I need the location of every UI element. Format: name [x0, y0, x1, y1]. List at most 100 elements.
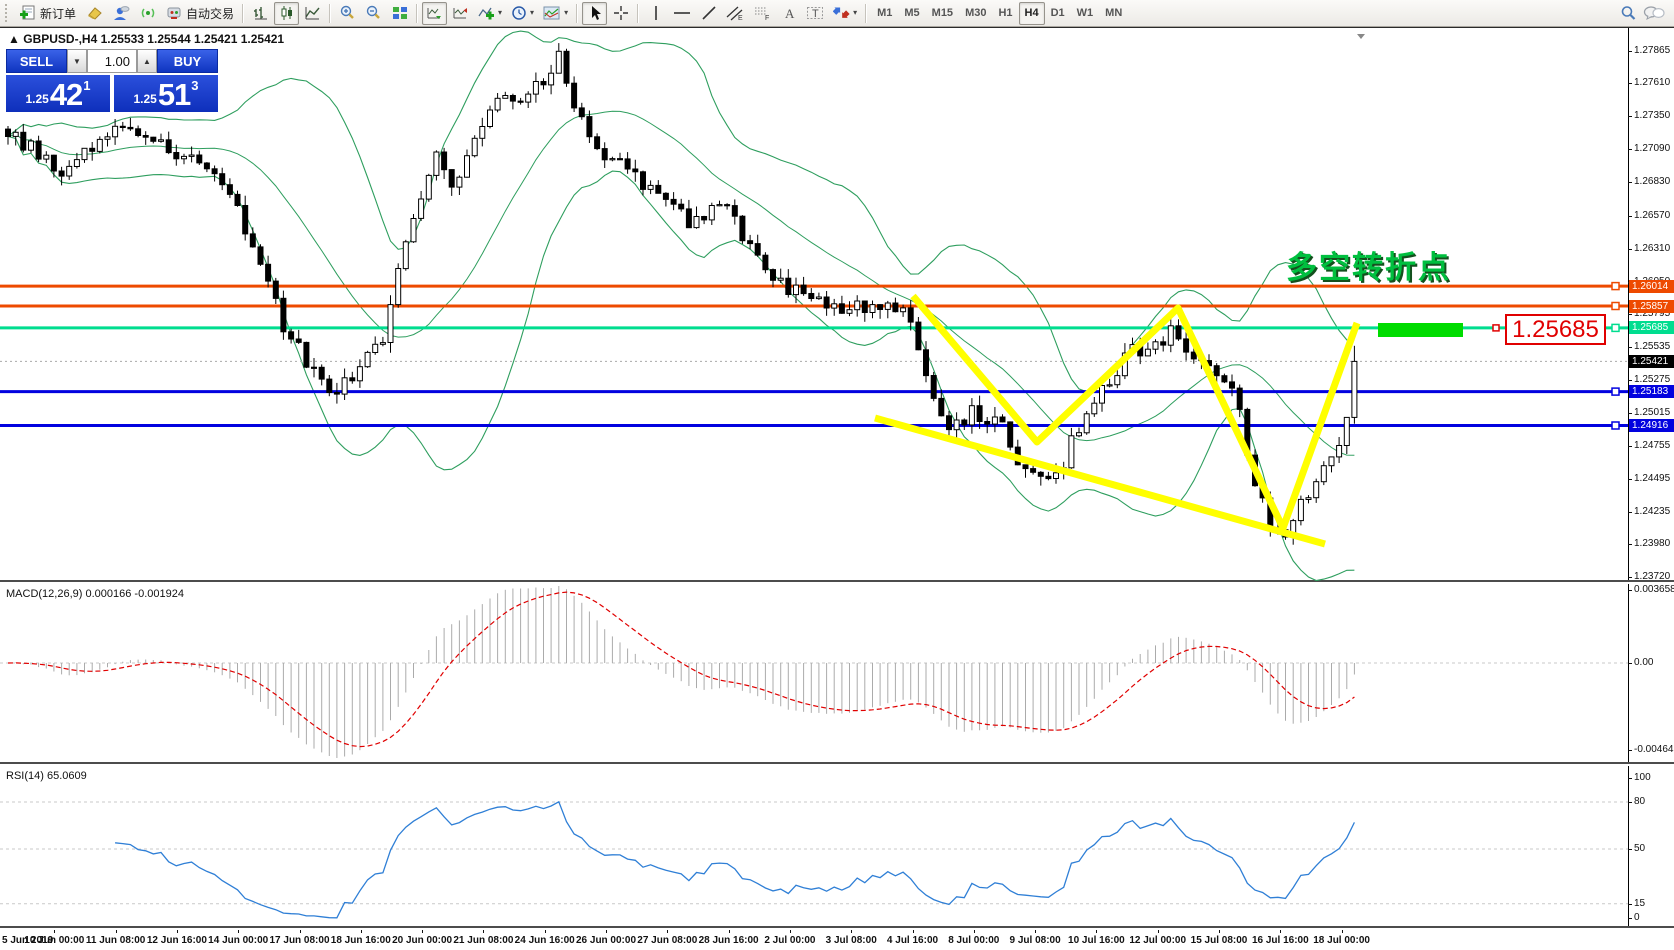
main-chart-panel[interactable]: ▲ GBPUSD-,H4 1.25533 1.25544 1.25421 1.2…: [0, 27, 1674, 582]
rsi-chart[interactable]: [0, 766, 1628, 928]
text-label-button[interactable]: T: [802, 2, 828, 25]
signals-button[interactable]: [135, 2, 161, 25]
date-tick-mark: [728, 930, 730, 933]
tile-windows-button[interactable]: [387, 2, 412, 25]
vertical-line-button[interactable]: [643, 2, 668, 25]
equidistant-channel-button[interactable]: E: [722, 2, 748, 25]
price-tick-label: 1.26310: [1634, 242, 1671, 254]
volume-increase-button[interactable]: ▲: [137, 49, 157, 73]
date-label: 11 Jun 08:00: [85, 935, 146, 946]
chart-shift-icon: [453, 8, 468, 19]
timeframe-button-mn[interactable]: MN: [1105, 7, 1123, 19]
eraser-button[interactable]: [81, 2, 107, 25]
date-label: 17 Jun 08:00: [269, 935, 330, 946]
equidistant-channel-icon: E: [726, 6, 743, 21]
macd-tick-label: -0.004645: [1634, 744, 1674, 755]
buy-button[interactable]: BUY: [157, 49, 218, 73]
rsi-tick-mark: [1628, 849, 1632, 850]
price-tick-mark: [1628, 379, 1632, 381]
timeframe-button-w1[interactable]: W1: [1076, 7, 1094, 19]
new-order-label: 新订单: [40, 6, 77, 21]
price-callout-box[interactable]: 1.25685: [1505, 314, 1606, 345]
date-label: 16 Jul 16:00: [1251, 935, 1309, 946]
zoom-out-button[interactable]: [361, 2, 386, 25]
trendline-icon: [702, 6, 716, 20]
date-label: 20 Jun 00:00: [392, 935, 453, 946]
volume-input[interactable]: 1.00: [87, 49, 137, 73]
buy-price-box[interactable]: 1.25 51 3: [114, 75, 218, 112]
candlestick-chart-button[interactable]: [274, 1, 300, 25]
text-button[interactable]: A: [776, 2, 801, 25]
price-tick-mark: [1628, 479, 1632, 480]
bar-chart-button[interactable]: [248, 2, 273, 25]
rsi-tick-label: 100: [1634, 772, 1651, 783]
sell-button[interactable]: SELL: [6, 49, 67, 73]
timeframe-button-m15[interactable]: M15: [931, 7, 954, 19]
zoom-out-icon: [366, 5, 380, 19]
date-tick-mark: [360, 930, 362, 933]
turning-point-annotation: 多空转折点: [1286, 250, 1451, 285]
price-tick-label: 1.27865: [1634, 45, 1671, 56]
auto-scroll-button[interactable]: [422, 1, 448, 25]
price-tick-label: 1.24495: [1634, 473, 1671, 484]
date-label: 18 Jun 16:00: [330, 935, 391, 946]
timeframe-button-h1[interactable]: H1: [998, 7, 1013, 19]
new-order-icon: [20, 5, 35, 20]
templates-icon: [543, 6, 560, 20]
date-label: 18 Jul 00:00: [1313, 935, 1370, 946]
date-tick-mark: [1096, 930, 1098, 933]
date-tick-mark: [54, 930, 56, 933]
crosshair-icon: [613, 6, 628, 20]
date-label: 3 Jul 08:00: [825, 935, 877, 946]
macd-panel[interactable]: MACD(12,26,9) 0.000166 -0.001924 0.00365…: [0, 584, 1674, 764]
date-tick-mark: [667, 930, 669, 933]
candlestick-chart[interactable]: [0, 28, 1628, 583]
date-label: 21 Jun 08:00: [453, 935, 514, 946]
sell-price-sup: 1: [83, 78, 91, 93]
date-tick-mark: [299, 930, 301, 933]
indicators-button[interactable]: ▾: [474, 2, 506, 25]
date-tick-mark: [789, 930, 791, 933]
templates-button[interactable]: ▾: [539, 2, 572, 25]
trendline-button[interactable]: [696, 2, 721, 25]
cursor-button[interactable]: [582, 1, 608, 25]
timeframe-button-h4[interactable]: H4: [1018, 1, 1045, 25]
date-axis[interactable]: 5 Jun 2019 10 Jun 00:00 11 Jun 08:00 12 Jun…: [0, 930, 1674, 950]
date-label: 15 Jul 08:00: [1190, 935, 1248, 946]
fibonacci-button[interactable]: F: [749, 2, 775, 25]
timeframe-button-d1[interactable]: D1: [1050, 7, 1065, 19]
timeframe-button-m30[interactable]: M30: [965, 7, 987, 19]
new-order-button[interactable]: 新订单: [16, 2, 80, 25]
date-tick-mark: [1157, 930, 1159, 933]
crosshair-button[interactable]: [608, 2, 633, 25]
chart-shift-button[interactable]: [448, 2, 473, 25]
sell-price-box[interactable]: 1.25 42 1: [6, 75, 110, 112]
toolbar-grip[interactable]: [5, 4, 11, 22]
date-label: 12 Jul 00:00: [1129, 935, 1187, 946]
macd-label: MACD(12,26,9) 0.000166 -0.001924: [6, 588, 184, 600]
zoom-in-button[interactable]: [335, 2, 360, 25]
price-tick-mark: [1628, 577, 1632, 579]
search-icon[interactable]: [1620, 5, 1637, 21]
macd-chart[interactable]: [0, 584, 1628, 764]
periods-button[interactable]: ▾: [507, 2, 538, 25]
arrows-button[interactable]: ▾: [829, 2, 861, 25]
autotrading-button[interactable]: 自动交易: [162, 2, 238, 25]
expand-panel-icon[interactable]: ▲: [8, 32, 20, 46]
rsi-panel[interactable]: RSI(14) 65.0609 100 80 50 15 0: [0, 766, 1674, 928]
timeframe-button-m1[interactable]: M1: [877, 7, 893, 19]
date-tick-mark: [176, 930, 178, 933]
auto-scroll-icon: [427, 8, 442, 19]
rsi-tick-mark: [1628, 904, 1632, 905]
line-chart-button[interactable]: [300, 2, 325, 25]
date-label: 12 Jun 16:00: [146, 935, 207, 946]
horizontal-line-button[interactable]: [669, 2, 695, 25]
profiles-button[interactable]: [108, 2, 134, 25]
chat-icon[interactable]: [1643, 5, 1665, 21]
price-line-badge: 1.25685: [1629, 321, 1674, 335]
autotrading-label: 自动交易: [186, 6, 235, 21]
date-tick-mark: [851, 930, 853, 933]
svg-text:F: F: [765, 15, 769, 21]
timeframe-button-m5[interactable]: M5: [904, 7, 920, 19]
volume-decrease-button[interactable]: ▼: [67, 49, 87, 73]
